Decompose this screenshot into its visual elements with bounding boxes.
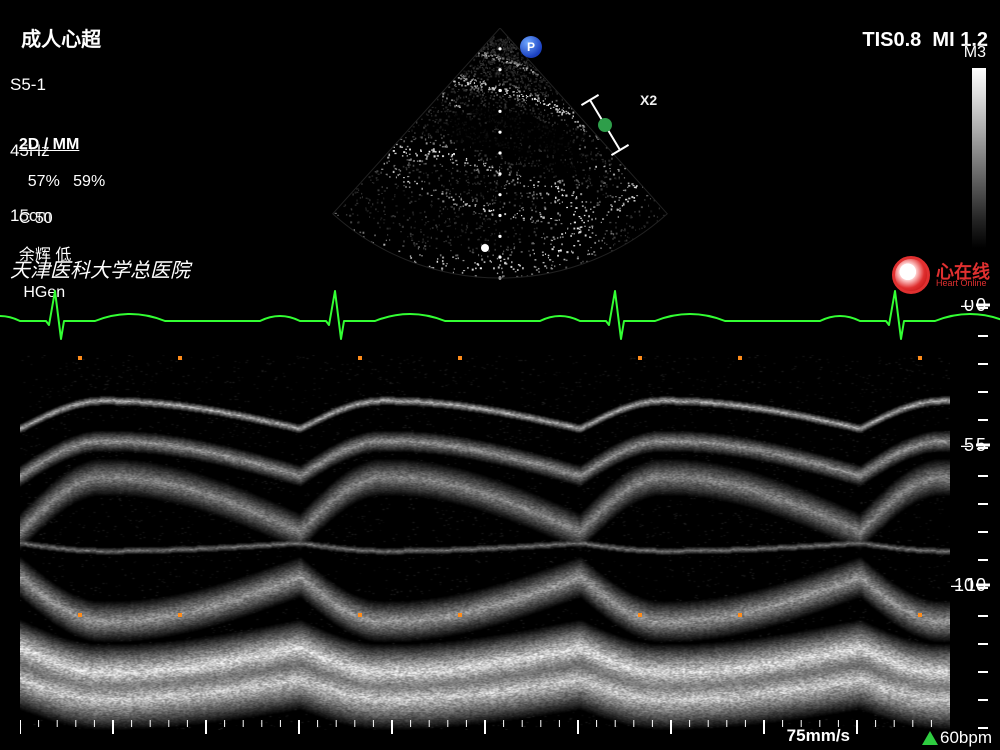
sweep-speed: 75mm/s bbox=[787, 726, 850, 746]
ecg-strip bbox=[0, 283, 1000, 353]
depth-tick-label: – 10 bbox=[951, 575, 986, 596]
grayscale-bar-icon bbox=[972, 68, 986, 248]
tis-label: TIS0.8 bbox=[862, 29, 921, 51]
gain-mm: 59% bbox=[73, 173, 105, 190]
depth-tick-label: – 0 bbox=[961, 295, 986, 316]
gain-2d: 57% bbox=[28, 173, 60, 190]
depth-tick-label: – 5 bbox=[961, 435, 986, 456]
orientation-marker-icon: P bbox=[520, 36, 542, 58]
logo-en: Heart Online bbox=[936, 279, 990, 288]
mode-label: 2D / MM bbox=[19, 136, 79, 153]
heart-logo-icon bbox=[892, 256, 930, 294]
watermark-logo: 心在线 Heart Online bbox=[892, 256, 990, 294]
m3-label: M3 bbox=[964, 44, 986, 62]
exam-title: 成人心超 bbox=[21, 29, 101, 51]
bpm-triangle-icon bbox=[922, 731, 938, 745]
mmode-view bbox=[20, 355, 950, 730]
compress-label: C 50 bbox=[19, 210, 53, 227]
hospital-name: 天津医科大学总医院 bbox=[10, 260, 190, 283]
caliper-label: X2 bbox=[640, 92, 657, 108]
bpm-value: 60bpm bbox=[940, 728, 992, 747]
heart-rate: 60bpm bbox=[922, 728, 992, 748]
depth-scale: 0510 bbox=[944, 300, 994, 730]
probe-label: S5-1 bbox=[10, 75, 101, 95]
